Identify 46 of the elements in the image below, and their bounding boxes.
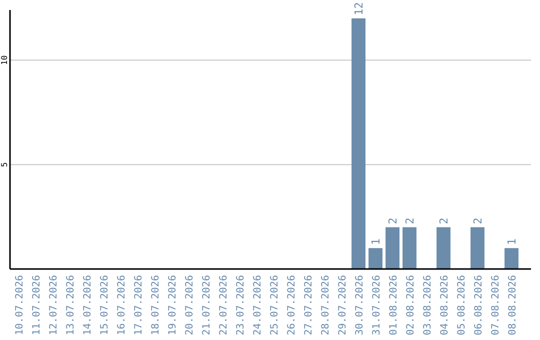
bar xyxy=(470,227,484,269)
x-tick-label: 15.07.2026 xyxy=(100,275,110,336)
data-label: 2 xyxy=(404,218,416,224)
x-tick-label: 04.08.2026 xyxy=(440,275,450,336)
bar xyxy=(386,227,400,269)
x-tick-label: 06.08.2026 xyxy=(474,275,484,336)
data-label: 2 xyxy=(472,218,484,224)
data-label: 1 xyxy=(506,238,518,246)
x-tick-label: 20.07.2026 xyxy=(184,275,196,336)
x-tick-label: 01.08.2026 xyxy=(388,275,400,336)
x-tick-label: 17.07.2026 xyxy=(134,275,144,336)
x-tick-label: 08.08.2026 xyxy=(508,275,518,336)
x-tick-label: 02.08.2026 xyxy=(406,275,416,336)
data-label: 1 xyxy=(370,238,382,246)
x-tick-label: 28.07.2026 xyxy=(320,275,332,336)
x-tick-label: 30.07.2026 xyxy=(354,275,366,336)
bar xyxy=(504,248,518,269)
x-tick-label: 03.08.2026 xyxy=(422,275,434,336)
x-tick-label: 25.07.2026 xyxy=(270,275,280,336)
bar xyxy=(402,227,416,269)
x-tick-label: 22.07.2026 xyxy=(218,275,230,336)
x-tick-label: 05.08.2026 xyxy=(456,275,468,336)
bar xyxy=(352,18,366,269)
x-tick-label: 13.07.2026 xyxy=(66,275,76,336)
x-tick-label: 21.07.2026 xyxy=(202,275,212,336)
y-tick-label: 10 xyxy=(0,55,9,65)
x-tick-label: 29.07.2026 xyxy=(338,275,348,336)
bar xyxy=(436,227,450,269)
x-tick-label: 07.08.2026 xyxy=(490,275,502,336)
data-label: 2 xyxy=(386,218,400,224)
x-tick-label: 31.07.2026 xyxy=(372,275,382,336)
y-tick-label: 5 xyxy=(0,162,9,167)
x-tick-label: 16.07.2026 xyxy=(116,275,128,336)
x-tick-label: 24.07.2026 xyxy=(252,275,264,336)
x-tick-label: 14.07.2026 xyxy=(82,275,94,336)
x-tick-label: 19.07.2026 xyxy=(168,275,178,336)
x-tick-label: 10.07.2026 xyxy=(14,275,26,336)
x-tick-label: 23.07.2026 xyxy=(236,275,246,336)
bar xyxy=(368,248,382,269)
x-tick-label: 26.07.2026 xyxy=(286,275,298,336)
data-label: 2 xyxy=(438,218,450,224)
data-label: 12 xyxy=(352,2,366,16)
x-tick-label: 12.07.2026 xyxy=(48,275,60,336)
x-tick-label: 27.07.2026 xyxy=(304,275,314,336)
x-tick-label: 11.07.2026 xyxy=(32,275,42,336)
x-tick-label: 18.07.2026 xyxy=(150,275,162,336)
